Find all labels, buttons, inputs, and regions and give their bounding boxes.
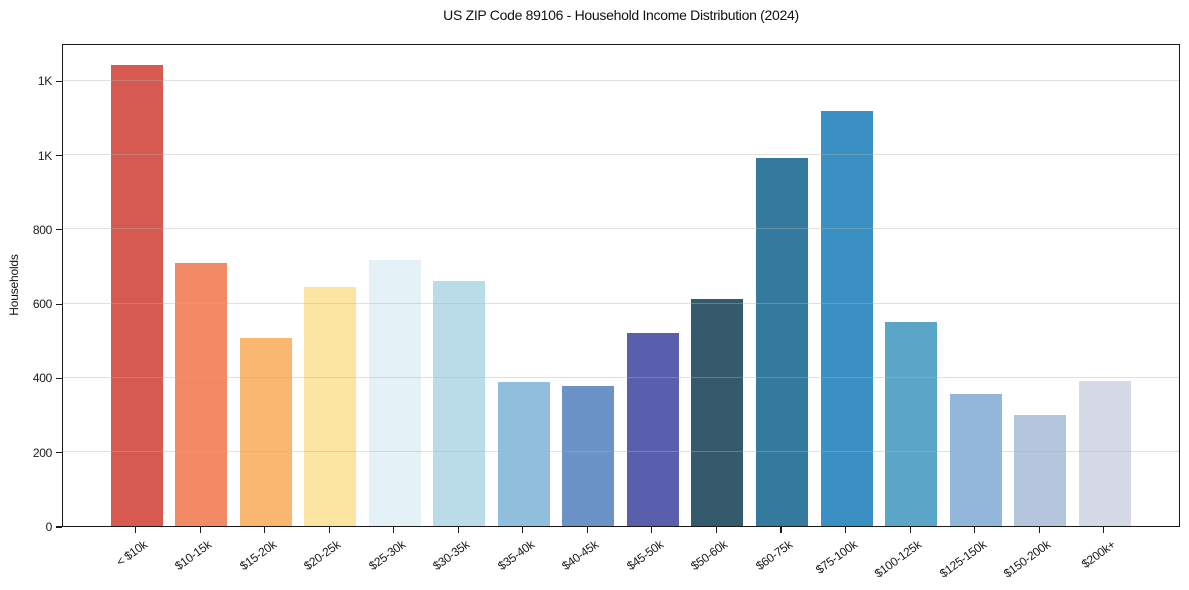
- bar: [1078, 381, 1131, 526]
- x-tick-label: $45-50k: [624, 537, 666, 574]
- x-tick: [328, 527, 330, 533]
- x-tick: [651, 527, 653, 533]
- x-tick-label: $35-40k: [495, 537, 537, 574]
- bar: [949, 393, 1002, 526]
- y-tick-label: 1K: [37, 148, 52, 163]
- y-tick: [55, 229, 62, 231]
- x-tick: [715, 527, 717, 533]
- bar: [691, 298, 744, 526]
- bar: [433, 280, 486, 526]
- bar: [885, 322, 938, 526]
- x-tick-label: $75-100k: [812, 537, 860, 577]
- x-tick: [974, 527, 976, 533]
- chart-title: US ZIP Code 89106 - Household Income Dis…: [443, 7, 799, 23]
- x-tick-label: $15-20k: [236, 537, 279, 574]
- bar: [756, 157, 808, 526]
- y-tick-label: 0: [45, 520, 53, 534]
- x-tick: [393, 527, 395, 533]
- bar: [175, 263, 228, 526]
- gridline: [63, 376, 1179, 378]
- gridline: [63, 302, 1179, 304]
- x-tick-label: $100-125k: [871, 537, 924, 581]
- gridline: [63, 451, 1179, 453]
- y-tick-label: 400: [32, 371, 52, 386]
- bar: [368, 260, 421, 526]
- x-tick: [457, 527, 459, 533]
- gridline: [63, 228, 1179, 230]
- y-tick: [55, 303, 62, 305]
- x-tick-label: $60-75k: [753, 537, 795, 574]
- bar: [1014, 414, 1067, 526]
- y-tick-label: 1K: [37, 74, 52, 89]
- x-tick-label: $150-200k: [1001, 537, 1054, 581]
- x-tick: [199, 527, 201, 533]
- y-tick: [55, 80, 62, 82]
- bar: [626, 332, 679, 526]
- bar: [239, 338, 292, 526]
- x-tick: [1038, 527, 1040, 533]
- x-tick: [909, 527, 911, 533]
- y-tick: [55, 154, 62, 157]
- gridline: [63, 154, 1179, 155]
- y-tick-label: 800: [32, 222, 52, 237]
- plot-area: [62, 44, 1180, 527]
- x-tick: [844, 527, 847, 533]
- x-tick-label: $25-30k: [365, 537, 408, 574]
- gridline: [63, 79, 1179, 81]
- x-tick: [1103, 527, 1105, 533]
- x-tick: [780, 527, 782, 533]
- y-tick: [55, 452, 62, 454]
- x-tick-label: $10-15k: [172, 537, 214, 574]
- x-tick: [586, 527, 588, 533]
- x-tick-label: $125-150k: [936, 537, 989, 581]
- y-tick: [55, 377, 62, 379]
- x-tick: [522, 527, 524, 533]
- bar: [110, 65, 163, 526]
- y-tick-label: 200: [32, 445, 52, 460]
- y-tick-label: 600: [32, 297, 52, 312]
- bar: [304, 286, 357, 526]
- x-tick-label: $50-60k: [688, 537, 731, 574]
- x-tick: [264, 527, 266, 533]
- y-tick: [55, 526, 62, 528]
- bar: [497, 381, 550, 526]
- bar: [562, 386, 615, 526]
- x-tick-label: $20-25k: [301, 537, 343, 574]
- x-tick: [134, 527, 137, 533]
- x-tick-label: $30-35k: [430, 537, 473, 574]
- bar: [820, 111, 873, 526]
- x-tick-label: $40-45k: [559, 537, 602, 574]
- x-tick-label: < $10k: [113, 537, 150, 570]
- x-tick-label: $200k+: [1078, 537, 1118, 572]
